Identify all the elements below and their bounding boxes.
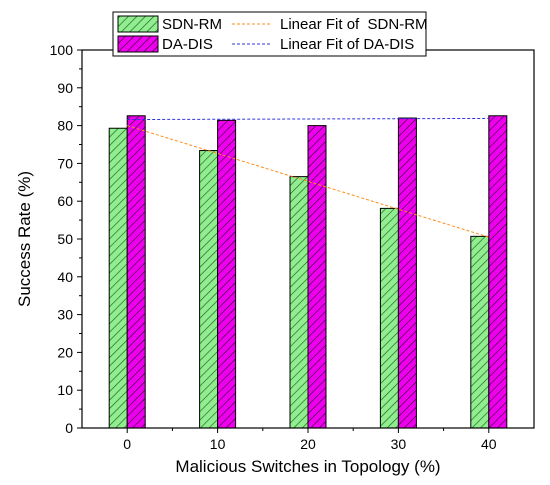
legend-label-sdn-rm: SDN-RM [162,16,222,33]
y-tick-label: 40 [57,269,73,285]
legend-label-fit-da-dis: Linear Fit of DA-DIS [280,36,414,53]
bar-da-dis [307,125,327,429]
bar-sdn-rm [470,235,490,429]
y-tick-label: 20 [57,344,73,360]
legend-swatch-da-dis [117,35,159,53]
x-axis-ticks: 0 10 20 30 40 [123,428,497,452]
bar-sdn-rm [199,150,219,429]
legend-box [112,11,427,57]
bar-sdn-rm [289,176,309,429]
legend-label-da-dis: DA-DIS [162,36,213,53]
bar-sdn-rm [379,207,399,429]
y-tick-label: 60 [57,193,73,209]
legend-swatch-sdn-rm [117,15,159,33]
legend-label-fit-sdn-rm: Linear Fit of SDN-RM [280,16,428,33]
bar-da-dis [397,117,417,429]
y-tick-label: 50 [57,231,73,247]
x-tick-label: 20 [300,436,316,452]
y-tick-label: 80 [57,118,73,134]
fit-line-sdn-rm [127,125,489,238]
bars-layer [108,115,508,429]
bar-da-dis [126,115,146,429]
bar-da-dis [217,119,237,429]
x-tick-label: 0 [123,436,131,452]
y-tick-label: 90 [57,80,73,96]
y-tick-label: 30 [57,307,73,323]
legend: SDN-RM DA-DIS Linear Fit of SDN-RM Linea… [112,11,428,57]
y-axis-ticks: 0 10 20 30 40 50 60 70 80 90 100 [50,42,82,436]
y-tick-label: 70 [57,155,73,171]
y-tick-label: 0 [65,420,73,436]
y-tick-label: 100 [50,42,74,58]
fit-line-da-dis [127,117,489,121]
x-axis-label: Malicious Switches in Topology (%) [175,457,440,476]
x-tick-label: 10 [210,436,226,452]
bar-da-dis [488,115,508,429]
x-tick-label: 30 [391,436,407,452]
x-tick-label: 40 [481,436,497,452]
y-axis-label: Success Rate (%) [15,171,34,307]
fit-lines-layer [127,117,489,238]
bar-sdn-rm [108,127,128,429]
y-tick-label: 10 [57,382,73,398]
